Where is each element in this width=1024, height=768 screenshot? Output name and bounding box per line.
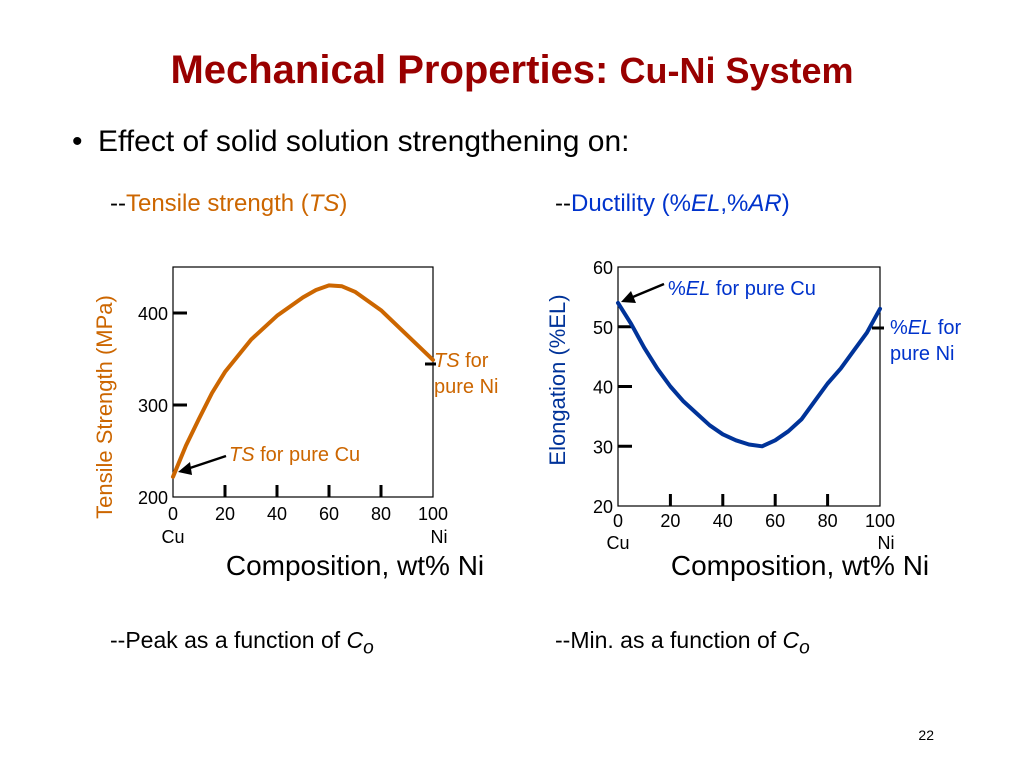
el-ytick-label: 40 — [593, 378, 613, 398]
right-header-italic-el: EL — [691, 190, 721, 217]
page-number: 22 — [918, 727, 934, 743]
el-plot-frame — [617, 266, 881, 507]
bullet-text: Effect of solid solution strengthening o… — [98, 125, 630, 158]
el-annotation-pure-cu: %EL for pure Cu — [668, 278, 816, 300]
ts-x-end-left: Cu — [161, 527, 184, 547]
el-ytick-label: 50 — [593, 318, 613, 338]
el-x-axis-title: Composition, wt% Ni — [671, 550, 929, 581]
ts-ytick-label: 200 — [138, 488, 168, 508]
el-x-end-right: Ni — [878, 533, 895, 553]
ts-annotation-pure-ni: TS for — [434, 350, 489, 372]
left-header-close: ) — [339, 190, 348, 217]
ts-xtick-label: 20 — [215, 504, 235, 524]
ts-xtick-label: 80 — [371, 504, 391, 524]
title-main: Mechanical Properties: — [170, 48, 609, 92]
ts-xtick-label: 40 — [267, 504, 287, 524]
right-footer-text: --Min. as a function of — [555, 627, 783, 653]
ts-arrow-line — [183, 454, 227, 472]
el-ytick-label: 60 — [593, 258, 613, 278]
ts-y-axis-title: Tensile Strength (MPa) — [92, 295, 117, 519]
left-footer: --Peak as a function of Co — [110, 627, 374, 660]
left-chart-header: --Tensile strength (TS) — [110, 190, 347, 218]
el-annotation-pure-ni-line2: pure Ni — [890, 343, 954, 365]
ts-x-axis-title: Composition, wt% Ni — [226, 550, 484, 581]
left-footer-text: --Peak as a function of — [110, 627, 347, 653]
ts-x-end-right: Ni — [431, 527, 448, 547]
el-arrow-head — [621, 291, 636, 303]
el-x-end-left: Cu — [606, 533, 629, 553]
el-xtick-label: 40 — [713, 511, 733, 531]
el-xtick-label: 20 — [660, 511, 680, 531]
ts-annotation-pure-ni-line2: pure Ni — [434, 376, 498, 398]
ts-series-line — [171, 283, 435, 479]
right-header-text: Ductility (%EL,%AR) — [571, 190, 790, 217]
left-footer-c: C — [346, 627, 364, 653]
ts-arrow-head — [178, 462, 192, 475]
bullet-point: • Effect of solid solution strengthening … — [72, 125, 629, 159]
el-xtick-label: 80 — [818, 511, 838, 531]
right-header-close: ) — [781, 190, 790, 217]
ts-ytick-label: 300 — [138, 396, 168, 416]
left-header-prefix: -- — [110, 190, 126, 217]
left-header-label: Tensile strength ( — [125, 190, 309, 217]
right-chart-header: --Ductility (%EL,%AR) — [555, 190, 790, 218]
left-header-italic: TS — [308, 190, 340, 217]
right-footer-sub: o — [799, 637, 810, 659]
left-footer-sub: o — [363, 637, 374, 659]
ts-xtick-label: 100 — [418, 504, 448, 524]
el-ytick-label: 30 — [593, 437, 613, 457]
right-header-sep: ,% — [720, 190, 749, 217]
el-ytick-label: 20 — [593, 497, 613, 517]
title-sub: Cu-Ni System — [619, 50, 854, 91]
el-xtick-label: 100 — [865, 511, 895, 531]
ts-xtick-label: 0 — [168, 504, 178, 524]
ts-annotation-pure-cu: TS for pure Cu — [229, 444, 360, 466]
right-header-label: Ductility (% — [570, 190, 691, 217]
el-arrow-line — [627, 282, 665, 301]
right-footer-c: C — [782, 627, 800, 653]
right-header-italic-ar: AR — [748, 190, 782, 217]
el-annotation-pure-ni: %EL for — [890, 317, 962, 339]
right-footer: --Min. as a function of Co — [555, 627, 810, 660]
ts-plot-frame — [172, 266, 434, 498]
el-xtick-label: 0 — [613, 511, 623, 531]
el-series-line — [616, 300, 882, 449]
el-xtick-label: 60 — [765, 511, 785, 531]
ts-ytick-label: 400 — [138, 304, 168, 324]
el-y-axis-title: Elongation (%EL) — [545, 294, 570, 465]
bullet-dot: • — [72, 125, 83, 158]
ts-xtick-label: 60 — [319, 504, 339, 524]
left-header-text: Tensile strength (TS) — [126, 190, 347, 217]
right-header-prefix: -- — [555, 190, 571, 217]
slide-title: Mechanical Properties: Cu-Ni System — [0, 48, 1024, 92]
